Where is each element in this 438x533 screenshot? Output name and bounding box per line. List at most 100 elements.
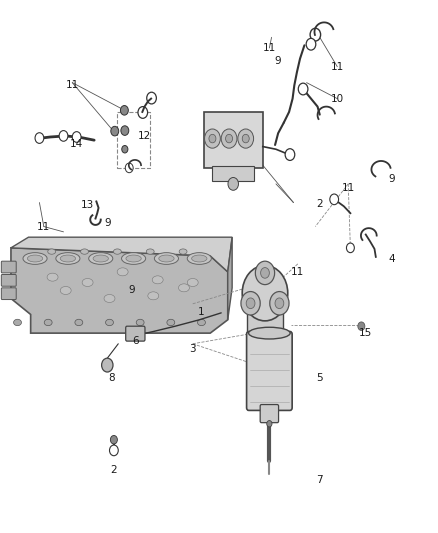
Text: 5: 5 [316,374,323,383]
Ellipse shape [167,319,175,326]
Circle shape [122,146,128,153]
Ellipse shape [121,253,145,264]
Circle shape [121,126,129,135]
Circle shape [209,134,216,143]
Ellipse shape [48,249,56,254]
FancyBboxPatch shape [204,112,263,168]
Circle shape [267,421,272,427]
Text: 3: 3 [189,344,196,354]
Ellipse shape [106,319,113,326]
Circle shape [110,435,117,444]
Text: 7: 7 [316,475,323,484]
Ellipse shape [23,253,47,264]
Text: 11: 11 [66,80,79,90]
Ellipse shape [75,319,83,326]
Ellipse shape [113,249,121,254]
Circle shape [59,131,68,141]
Ellipse shape [249,327,290,339]
Ellipse shape [60,255,76,262]
Circle shape [310,28,321,41]
Circle shape [285,149,295,160]
Ellipse shape [187,278,198,287]
Ellipse shape [27,255,42,262]
Text: 1: 1 [198,307,205,317]
Circle shape [242,265,288,321]
Ellipse shape [88,253,113,264]
Text: 9: 9 [104,218,111,228]
Text: 12: 12 [138,131,151,141]
Circle shape [261,268,269,278]
Ellipse shape [93,255,109,262]
Text: 2: 2 [110,465,117,475]
Polygon shape [11,248,228,333]
Text: 14: 14 [70,139,83,149]
FancyBboxPatch shape [1,288,16,300]
Ellipse shape [187,253,211,264]
Text: 11: 11 [331,62,344,71]
Ellipse shape [178,284,189,292]
Circle shape [275,298,284,309]
Text: 15: 15 [359,328,372,337]
Circle shape [238,129,254,148]
FancyBboxPatch shape [126,326,145,341]
Ellipse shape [126,255,141,262]
Ellipse shape [198,319,205,326]
Circle shape [346,243,354,253]
Text: 10: 10 [331,94,344,103]
Circle shape [221,129,237,148]
Text: 11: 11 [291,267,304,277]
Circle shape [241,292,260,315]
Circle shape [138,107,148,118]
Circle shape [102,358,113,372]
Polygon shape [11,237,232,272]
Text: 13: 13 [81,200,94,209]
Circle shape [298,83,308,95]
Text: 6: 6 [132,336,139,346]
Ellipse shape [146,249,154,254]
Ellipse shape [104,294,115,303]
Ellipse shape [192,255,207,262]
Circle shape [306,38,316,50]
Ellipse shape [159,255,174,262]
Circle shape [147,92,156,104]
FancyBboxPatch shape [247,306,283,333]
Circle shape [228,177,238,190]
Polygon shape [228,237,232,320]
Circle shape [330,194,339,205]
Text: 11: 11 [37,222,50,231]
Ellipse shape [14,319,21,326]
Text: 2: 2 [316,199,323,208]
Text: 8: 8 [108,374,115,383]
Text: 9: 9 [275,56,282,66]
Ellipse shape [56,253,80,264]
Ellipse shape [60,286,71,294]
Ellipse shape [152,276,163,284]
Text: 11: 11 [342,183,355,192]
Ellipse shape [47,273,58,281]
Ellipse shape [81,249,88,254]
Ellipse shape [154,253,178,264]
Circle shape [72,132,81,142]
Circle shape [205,129,220,148]
Ellipse shape [44,319,52,326]
Circle shape [246,298,255,309]
Circle shape [35,133,44,143]
FancyBboxPatch shape [260,405,279,423]
FancyBboxPatch shape [212,166,254,181]
FancyBboxPatch shape [1,274,16,286]
Circle shape [110,445,118,456]
Text: 9: 9 [389,174,396,183]
Text: 11: 11 [263,43,276,53]
Ellipse shape [179,249,187,254]
Ellipse shape [136,319,144,326]
Circle shape [358,322,365,330]
FancyBboxPatch shape [247,332,292,410]
Circle shape [120,106,128,115]
Text: 4: 4 [389,254,396,263]
Circle shape [270,292,289,315]
Circle shape [125,163,133,173]
Circle shape [226,134,233,143]
Circle shape [255,261,275,285]
Ellipse shape [82,278,93,287]
FancyBboxPatch shape [1,261,16,273]
